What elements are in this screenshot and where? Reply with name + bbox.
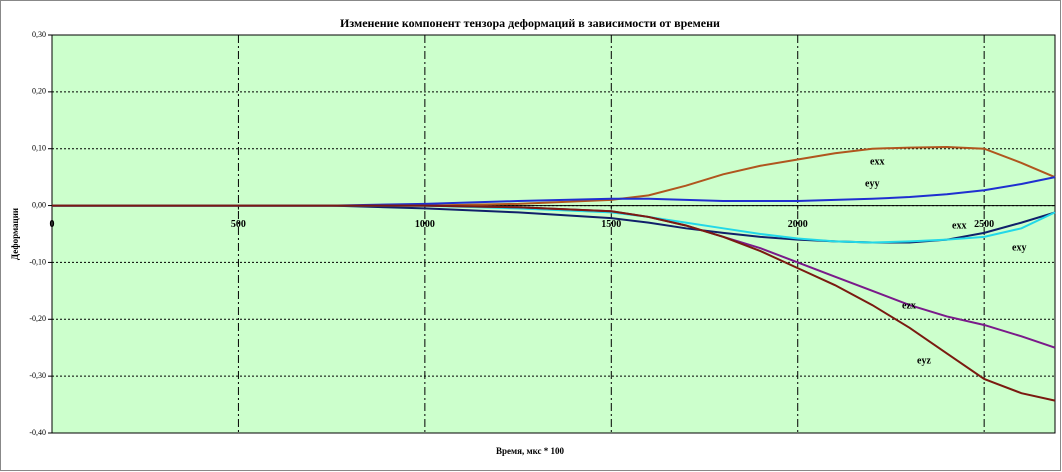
y-tick-label: 0,30 — [32, 30, 46, 39]
y-tick-label: -0,20 — [29, 314, 46, 323]
x-tick-label: 500 — [231, 219, 246, 230]
series-label: exx — [870, 156, 884, 167]
series-label: ezx — [902, 300, 916, 311]
y-tick-label: 0,10 — [32, 144, 46, 153]
chart-title: Изменение компонент тензора деформаций в… — [340, 16, 720, 30]
y-axis-label: Деформации — [10, 208, 20, 260]
x-tick-label: 2500 — [974, 219, 994, 230]
y-tick-label: 0,00 — [32, 200, 46, 209]
y-tick-label: 0,20 — [32, 87, 46, 96]
series-label: eyy — [865, 178, 879, 189]
series-line — [52, 176, 1056, 207]
y-tick-label: -0,30 — [29, 371, 46, 380]
series-label: exy — [1012, 242, 1026, 253]
series-label: eyz — [917, 355, 931, 366]
x-axis-label: Время, мкс * 100 — [496, 446, 565, 456]
x-tick-label: 1000 — [415, 219, 435, 230]
x-tick-label: 1500 — [601, 219, 621, 230]
x-tick-label: 2000 — [788, 219, 808, 230]
y-tick-label: -0,10 — [29, 257, 46, 266]
x-tick-label: 0 — [50, 219, 55, 230]
y-tick-label: -0,40 — [29, 428, 46, 437]
series-label: exx — [952, 220, 966, 231]
series-line — [52, 204, 1056, 402]
plot-area — [51, 34, 1056, 434]
